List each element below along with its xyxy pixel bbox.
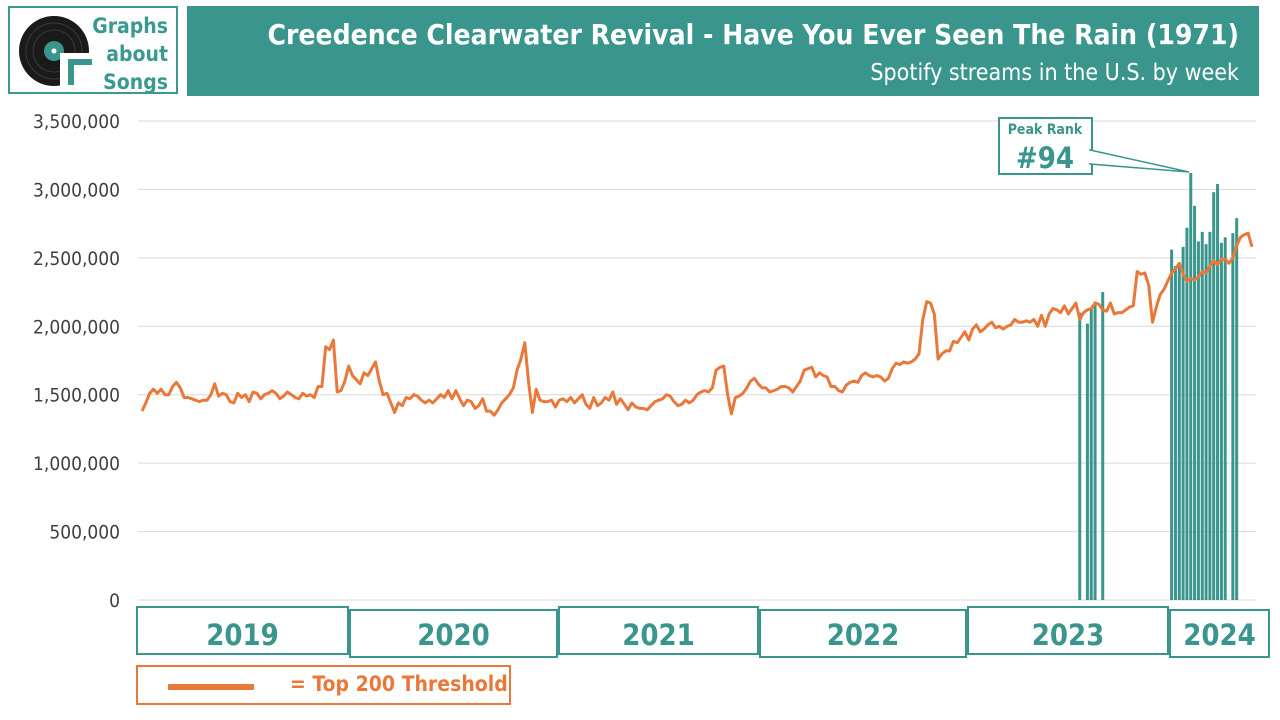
stream-bar bbox=[1223, 237, 1227, 601]
year-box bbox=[1169, 609, 1270, 658]
stream-bar bbox=[1101, 292, 1105, 600]
vinyl-record-icon bbox=[19, 16, 94, 87]
stream-bar bbox=[1196, 241, 1200, 601]
year-box bbox=[136, 606, 349, 655]
stream-bar bbox=[1078, 312, 1082, 600]
y-tick-label: 2,000,000 bbox=[33, 316, 120, 338]
stream-bar bbox=[1181, 246, 1185, 600]
logo-line: about bbox=[106, 42, 168, 66]
logo: Graphs about Songs bbox=[8, 6, 178, 94]
stream-bar bbox=[1189, 173, 1193, 600]
stream-bar bbox=[1193, 205, 1197, 600]
stream-bar bbox=[1204, 244, 1208, 600]
stream-bar bbox=[1200, 231, 1204, 600]
y-tick-label: 3,000,000 bbox=[33, 179, 120, 201]
y-tick-label: 3,500,000 bbox=[33, 111, 120, 133]
year-box bbox=[759, 609, 967, 658]
peak-callout-pointer bbox=[1089, 149, 1190, 173]
peak-rank-value: #94 bbox=[1016, 141, 1074, 175]
stream-bars bbox=[1078, 173, 1239, 601]
threshold-line-group bbox=[140, 231, 1254, 417]
y-tick-label: 0 bbox=[109, 590, 120, 612]
y-axis-ticks: 0 500,000 1,000,000 1,500,000 2,000,000 2,500… bbox=[33, 111, 120, 612]
stream-bar bbox=[1173, 266, 1177, 600]
stream-bar bbox=[1093, 301, 1097, 600]
stream-bar bbox=[1085, 323, 1089, 600]
logo-text: Graphs about Songs bbox=[92, 12, 168, 96]
year-label: 2019 bbox=[206, 618, 279, 652]
stream-bar bbox=[1219, 242, 1223, 600]
year-box bbox=[349, 609, 558, 658]
year-box bbox=[967, 606, 1169, 655]
peak-callout-box bbox=[998, 117, 1093, 175]
stream-bar bbox=[1185, 227, 1189, 600]
y-tick-label: 500,000 bbox=[49, 522, 120, 544]
peak-annotation: Peak Rank #94 bbox=[998, 117, 1190, 175]
stream-bar bbox=[1216, 183, 1220, 600]
chart-title: Creedence Clearwater Revival - Have You … bbox=[267, 18, 1239, 51]
stream-bar bbox=[1212, 192, 1216, 600]
peak-rank-label: Peak Rank bbox=[1008, 122, 1083, 138]
legend: = Top 200 Threshold bbox=[136, 665, 511, 705]
year-axis: 2019 2020 2021 2022 2023 2024 bbox=[136, 606, 1270, 658]
chart-subtitle: Spotify streams in the U.S. by week bbox=[870, 60, 1239, 86]
stream-bar bbox=[1170, 249, 1174, 600]
threshold-line bbox=[140, 231, 1254, 417]
stream-bar bbox=[1208, 231, 1212, 600]
year-label: 2020 bbox=[417, 618, 490, 652]
y-tick-label: 1,500,000 bbox=[33, 385, 120, 407]
y-tick-label: 1,000,000 bbox=[33, 453, 120, 475]
legend-line-swatch bbox=[168, 684, 254, 690]
legend-label: = Top 200 Threshold bbox=[290, 672, 508, 696]
logo-line: Songs bbox=[103, 70, 168, 94]
year-label: 2022 bbox=[827, 618, 900, 652]
year-label: 2024 bbox=[1183, 618, 1256, 652]
header-bar: Creedence Clearwater Revival - Have You … bbox=[187, 6, 1259, 96]
year-label: 2021 bbox=[622, 618, 695, 652]
stream-bar bbox=[1231, 233, 1235, 601]
y-tick-label: 2,500,000 bbox=[33, 248, 120, 270]
logo-line: Graphs bbox=[92, 14, 168, 38]
stream-bar bbox=[1089, 308, 1093, 600]
year-box bbox=[558, 606, 759, 655]
stream-bar bbox=[1177, 263, 1181, 600]
stream-bar bbox=[1235, 218, 1239, 600]
year-label: 2023 bbox=[1032, 618, 1105, 652]
